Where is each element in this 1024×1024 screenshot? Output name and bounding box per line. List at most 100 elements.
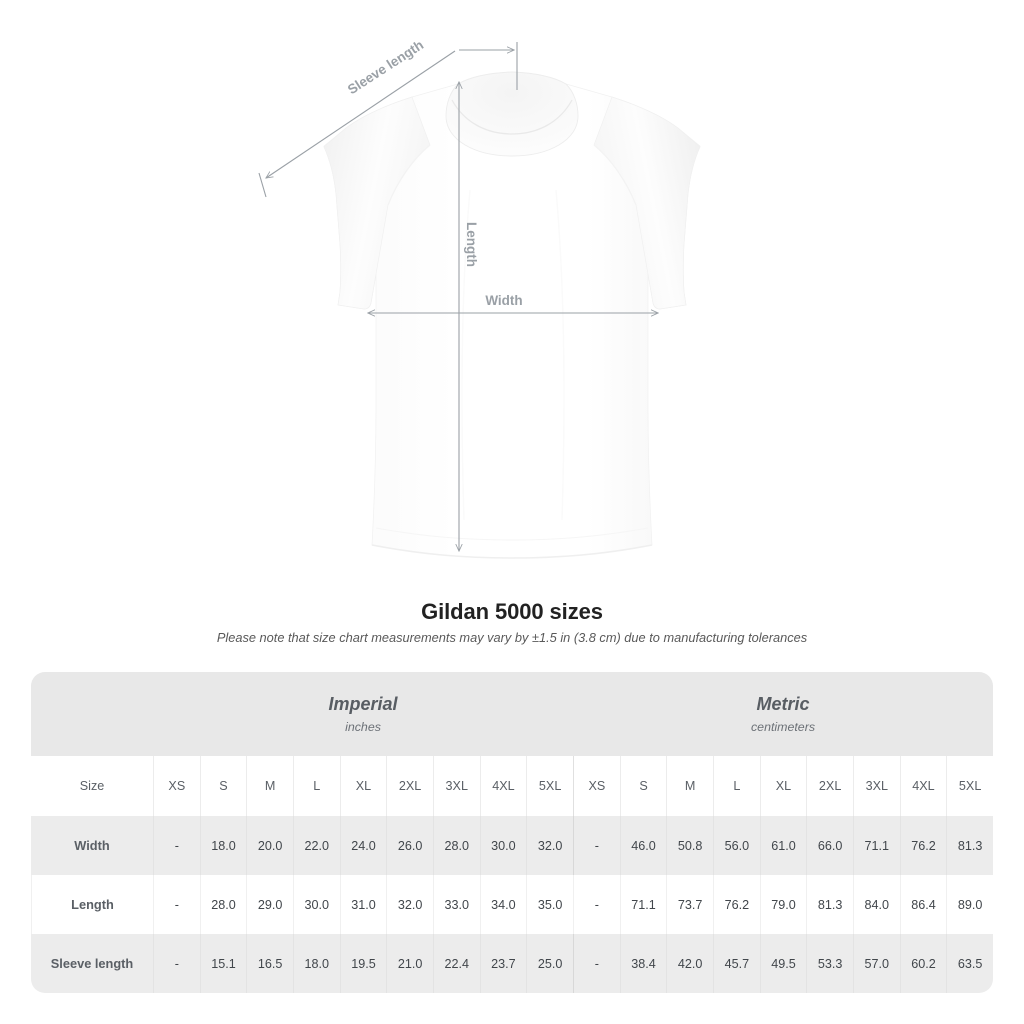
measurement-cell: -	[153, 934, 200, 993]
size-header-cell: S	[199, 756, 247, 816]
measurement-cell: 60.2	[899, 934, 947, 993]
unit-group-metric-sub: centimeters	[750, 720, 816, 734]
row-label: Width	[31, 816, 153, 875]
measurement-cell: 22.0	[292, 816, 340, 875]
measurement-cell: 84.0	[852, 875, 900, 934]
unit-group-imperial: Imperial inches	[153, 672, 574, 756]
table-body: Width -18.0 20.0 22.0 24.0 26.0 28.0 30.0 32.0-4…	[31, 816, 993, 993]
page-title: Gildan 5000 sizes	[421, 599, 603, 624]
sleeve-length-arrow	[258, 42, 518, 198]
table-head: Imperial inches Metric centimeters Size …	[31, 672, 993, 816]
size-header-cell: 3XL	[852, 756, 900, 816]
size-header-cell: S	[619, 756, 667, 816]
size-header-cell: 2XL	[386, 756, 433, 816]
measurement-cell: 61.0	[759, 816, 807, 875]
measurement-cell: 89.0	[946, 875, 993, 934]
size-header-cell: XS	[573, 756, 620, 816]
measurement-cell: 31.0	[339, 875, 387, 934]
size-header-cell: XS	[153, 756, 200, 816]
row-label: Length	[31, 875, 153, 934]
size-header-cell: 4XL	[899, 756, 947, 816]
size-table-container: Imperial inches Metric centimeters Size …	[31, 672, 993, 993]
measurement-cell: 86.4	[899, 875, 947, 934]
size-chart-table: Imperial inches Metric centimeters Size …	[31, 672, 993, 993]
measurement-cell: 24.0	[339, 816, 387, 875]
table-row: Width -18.0 20.0 22.0 24.0 26.0 28.0 30.0 32.0-4…	[31, 816, 993, 875]
measurement-cell: 63.5	[946, 934, 993, 993]
measurement-cell: 28.0	[432, 816, 480, 875]
table-row: Length -28.0 29.0 30.0 31.0 32.0 33.0 34.0 35.0-…	[31, 875, 993, 934]
measurement-cell: 71.1	[619, 875, 667, 934]
size-header-cell: 2XL	[806, 756, 853, 816]
size-header-cell: XL	[759, 756, 807, 816]
measurement-cell: 28.0	[199, 875, 247, 934]
measurement-cell: 23.7	[479, 934, 527, 993]
unit-band-corner	[31, 672, 153, 756]
measurement-cell: 35.0	[526, 875, 574, 934]
unit-group-imperial-sub: inches	[345, 720, 381, 734]
measurement-cell: 18.0	[199, 816, 247, 875]
measurement-cell: 73.7	[666, 875, 713, 934]
tolerance-note: Please note that size chart measurements…	[216, 630, 808, 645]
measurement-cell: 71.1	[852, 816, 900, 875]
measurement-cell: 50.8	[666, 816, 713, 875]
measurement-cell: 33.0	[432, 875, 480, 934]
size-header-cell: M	[666, 756, 713, 816]
table-corner-label: Size	[31, 756, 153, 816]
unit-group-metric-name: Metric	[756, 694, 810, 714]
measurement-cell: -	[573, 816, 620, 875]
measurement-cell: 30.0	[479, 816, 527, 875]
measurement-cell: 18.0	[292, 934, 340, 993]
measurement-cell: 16.5	[246, 934, 293, 993]
measurement-cell: 49.5	[759, 934, 807, 993]
measurement-cell: 53.3	[806, 934, 853, 993]
length-label: Length	[464, 222, 479, 267]
measurement-cell: 29.0	[246, 875, 293, 934]
measurement-cell: 26.0	[386, 816, 433, 875]
measurement-cell: 46.0	[619, 816, 667, 875]
size-header-cell: 5XL	[946, 756, 993, 816]
width-label: Width	[485, 293, 522, 308]
measurement-cell: 76.2	[713, 875, 760, 934]
measurement-cell: 15.1	[199, 934, 247, 993]
size-header-cell: 5XL	[526, 756, 574, 816]
measurement-cell: 81.3	[946, 816, 993, 875]
measurement-cell: 20.0	[246, 816, 293, 875]
table-row: Sleeve length -15.1 16.5 18.0 19.5 21.0 22.4 23…	[31, 934, 993, 993]
measurement-cell: 76.2	[899, 816, 947, 875]
measurement-cell: -	[153, 816, 200, 875]
measurement-cell: 56.0	[713, 816, 760, 875]
measurement-cell: 42.0	[666, 934, 713, 993]
size-header-cell: 3XL	[432, 756, 480, 816]
size-header-cell: XL	[339, 756, 387, 816]
measurement-cell: 34.0	[479, 875, 527, 934]
size-header-cell: 4XL	[479, 756, 527, 816]
unit-group-imperial-name: Imperial	[328, 694, 398, 714]
measurement-cell: 19.5	[339, 934, 387, 993]
size-header-cell: M	[246, 756, 293, 816]
measurement-cell: 57.0	[852, 934, 900, 993]
shirt-silhouette	[323, 71, 701, 559]
measurement-cell: 21.0	[386, 934, 433, 993]
sleeve-length-label: Sleeve length	[345, 37, 426, 97]
measurement-cell: -	[573, 934, 620, 993]
size-header-cell: L	[292, 756, 340, 816]
measurement-cell: 22.4	[432, 934, 480, 993]
measurement-cell: 38.4	[619, 934, 667, 993]
unit-group-metric: Metric centimeters	[573, 672, 993, 756]
measurement-cell: 32.0	[526, 816, 574, 875]
measurement-cell: 81.3	[806, 875, 853, 934]
measurement-cell: 79.0	[759, 875, 807, 934]
row-label: Sleeve length	[31, 934, 153, 993]
measurement-cell: -	[573, 875, 620, 934]
heading-block: Gildan 5000 sizes Please note that size …	[0, 598, 1024, 647]
measurement-cell: 32.0	[386, 875, 433, 934]
measurement-cell: 66.0	[806, 816, 853, 875]
measurement-cell: 25.0	[526, 934, 574, 993]
tshirt-diagram: Sleeve length Length Width	[258, 37, 701, 559]
size-header-row: Size XS S M L XL 2XL 3XL 4XL 5XL XS S M L XL 2XL 3XL 4XL…	[31, 756, 993, 816]
measurement-cell: 30.0	[292, 875, 340, 934]
measurement-cell: -	[153, 875, 200, 934]
measurement-cell: 45.7	[713, 934, 760, 993]
